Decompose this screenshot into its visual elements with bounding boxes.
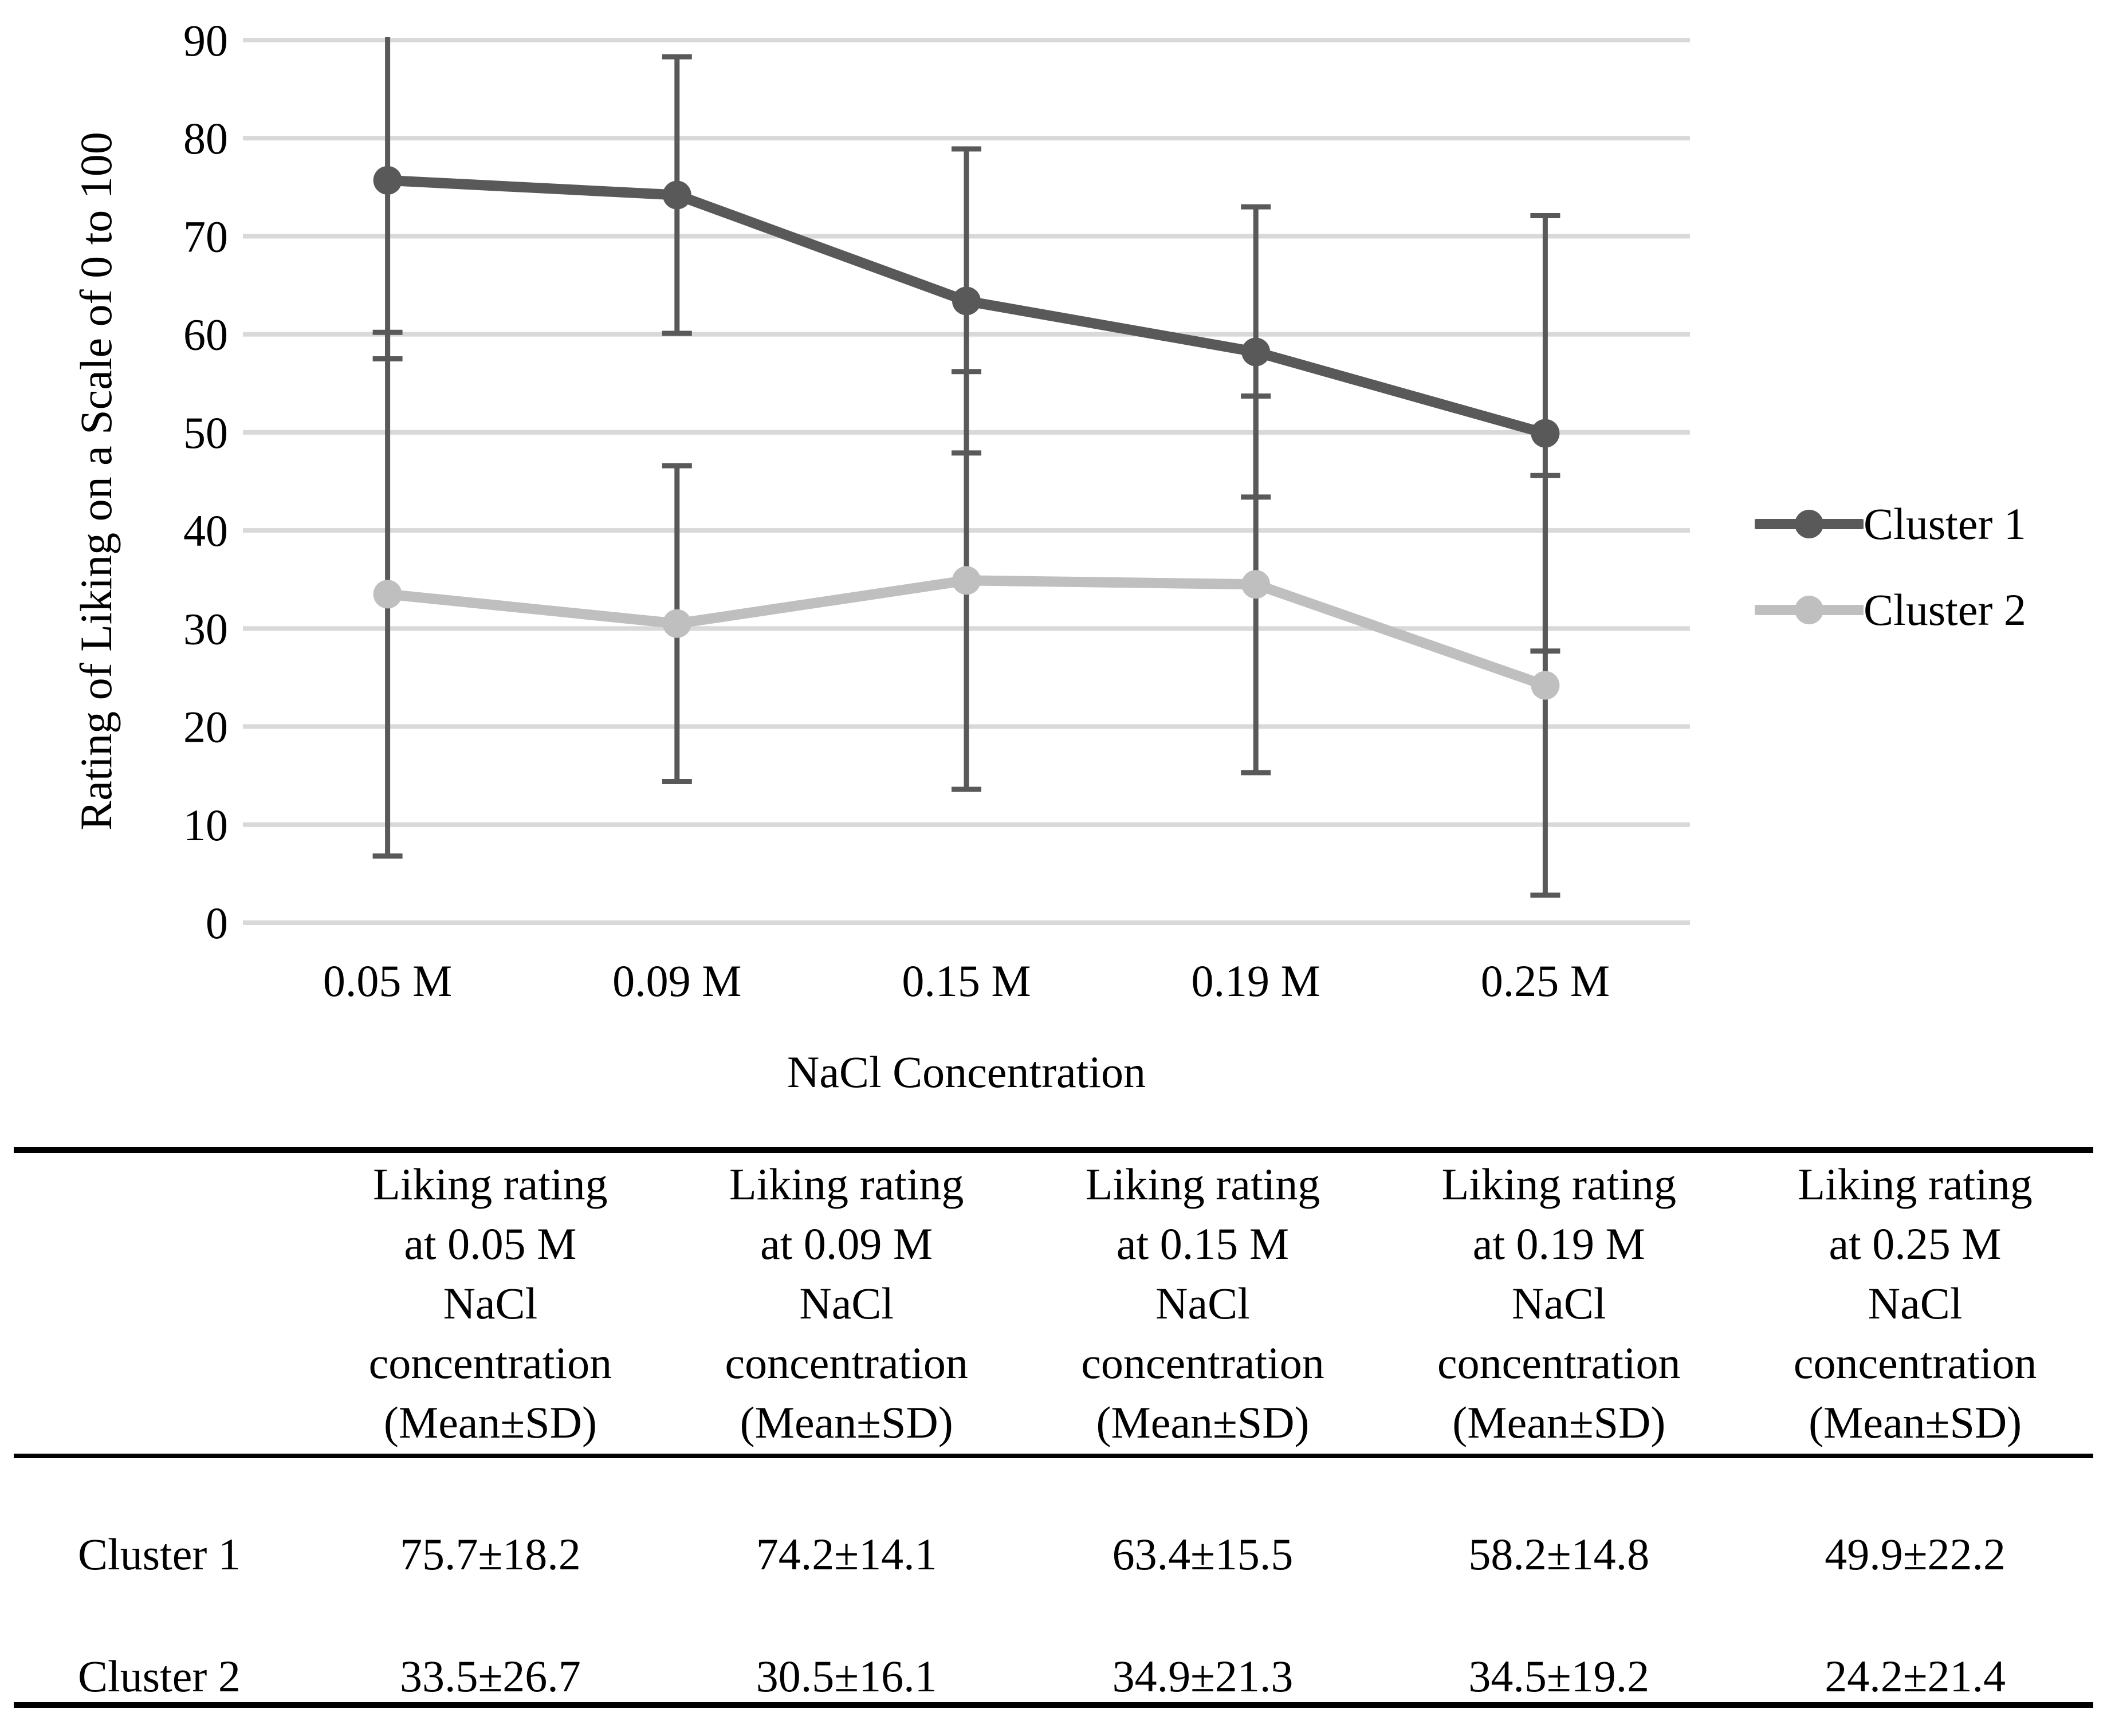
x-tick-label: 0.15 M xyxy=(902,956,1031,1006)
table-cell: 30.5±16.1 xyxy=(756,1651,937,1701)
data-point-cluster-2 xyxy=(662,609,691,638)
y-tick-label: 90 xyxy=(183,15,228,65)
table-header-row: Liking rating at 0.05 M NaCl concentrati… xyxy=(14,1150,2093,1458)
x-tick-label: 0.09 M xyxy=(612,956,741,1006)
y-tick-label: 40 xyxy=(183,506,228,556)
corner-cell xyxy=(14,1150,312,1458)
y-axis-title: Rating of Liking on a Scale of 0 to 100 xyxy=(71,132,121,830)
column-header: Liking rating at 0.19 M NaCl concentrati… xyxy=(1381,1150,1738,1458)
table-cell: 24.2±21.4 xyxy=(1825,1651,2006,1701)
table-cell: 34.9±21.3 xyxy=(1112,1651,1294,1701)
data-point-cluster-1 xyxy=(952,286,981,316)
x-tick-label: 0.19 M xyxy=(1192,956,1320,1006)
gridline xyxy=(243,822,1690,827)
liking-line-chart: 0 10 20 30 40 50 60 70 80 90 0.05 M 0.09 M 0.15 M 0.1… xyxy=(71,15,2026,1097)
y-tick-label: 10 xyxy=(183,800,228,850)
y-tick-label: 70 xyxy=(183,211,228,261)
legend-label: Cluster 1 xyxy=(1864,499,2026,549)
legend-entry-cluster-2: Cluster 2 xyxy=(1755,588,2026,632)
x-tick-label: 0.25 M xyxy=(1481,956,1610,1006)
table-cell: 33.5±26.7 xyxy=(399,1651,581,1701)
cluster-1-marker-icon xyxy=(1755,510,1864,538)
column-header: Liking rating at 0.15 M NaCl concentrati… xyxy=(1024,1150,1381,1458)
table-cell: 49.9±22.2 xyxy=(1825,1529,2006,1579)
y-tick-label: 50 xyxy=(183,408,228,458)
x-tick-label: 0.05 M xyxy=(323,956,452,1006)
table-cell: 63.4±15.5 xyxy=(1112,1529,1294,1579)
table-cell: 75.7±18.2 xyxy=(399,1529,581,1579)
table-cell: 58.2±14.8 xyxy=(1468,1529,1650,1579)
data-point-cluster-1 xyxy=(662,180,691,210)
data-point-cluster-1 xyxy=(1531,419,1560,448)
row-label: Cluster 2 xyxy=(78,1651,241,1701)
y-tick-label: 60 xyxy=(183,310,228,360)
gridline xyxy=(243,920,1690,925)
y-tick-label: 20 xyxy=(183,702,228,752)
data-point-cluster-1 xyxy=(373,166,402,195)
legend-label: Cluster 2 xyxy=(1864,585,2026,635)
data-point-cluster-2 xyxy=(373,580,402,609)
table-row: Cluster 2 33.5±26.7 30.5±16.1 34.9±21.3 … xyxy=(14,1651,2093,1705)
cluster-2-marker-icon xyxy=(1755,596,1864,624)
column-header: Liking rating at 0.25 M NaCl concentrati… xyxy=(1737,1150,2093,1458)
x-axis-title: NaCl Concentration xyxy=(787,1047,1146,1097)
table-row: Cluster 1 75.7±18.2 74.2±14.1 63.4±15.5 … xyxy=(14,1456,2093,1651)
column-header: Liking rating at 0.05 M NaCl concentrati… xyxy=(312,1150,669,1458)
legend-entry-cluster-1: Cluster 1 xyxy=(1755,502,2026,546)
column-header: Liking rating at 0.09 M NaCl concentrati… xyxy=(668,1150,1025,1458)
y-tick-label: 0 xyxy=(206,898,228,948)
data-point-cluster-2 xyxy=(1531,671,1560,700)
chart-canvas: 0 10 20 30 40 50 60 70 80 90 0.05 M 0.09 M 0.15 M 0.1… xyxy=(183,15,1690,1006)
data-point-cluster-2 xyxy=(1241,570,1271,599)
data-point-cluster-1 xyxy=(1241,337,1271,367)
y-tick-label: 80 xyxy=(183,113,228,163)
row-label: Cluster 1 xyxy=(78,1529,241,1579)
gridline xyxy=(243,136,1690,141)
y-tick-label: 30 xyxy=(183,604,228,654)
table-cell: 74.2±14.1 xyxy=(756,1529,937,1579)
mean-sd-table: Liking rating at 0.05 M NaCl concentrati… xyxy=(14,1147,2093,1708)
data-point-cluster-2 xyxy=(952,566,981,595)
table-cell: 34.5±19.2 xyxy=(1468,1651,1650,1701)
gridline xyxy=(243,38,1690,42)
